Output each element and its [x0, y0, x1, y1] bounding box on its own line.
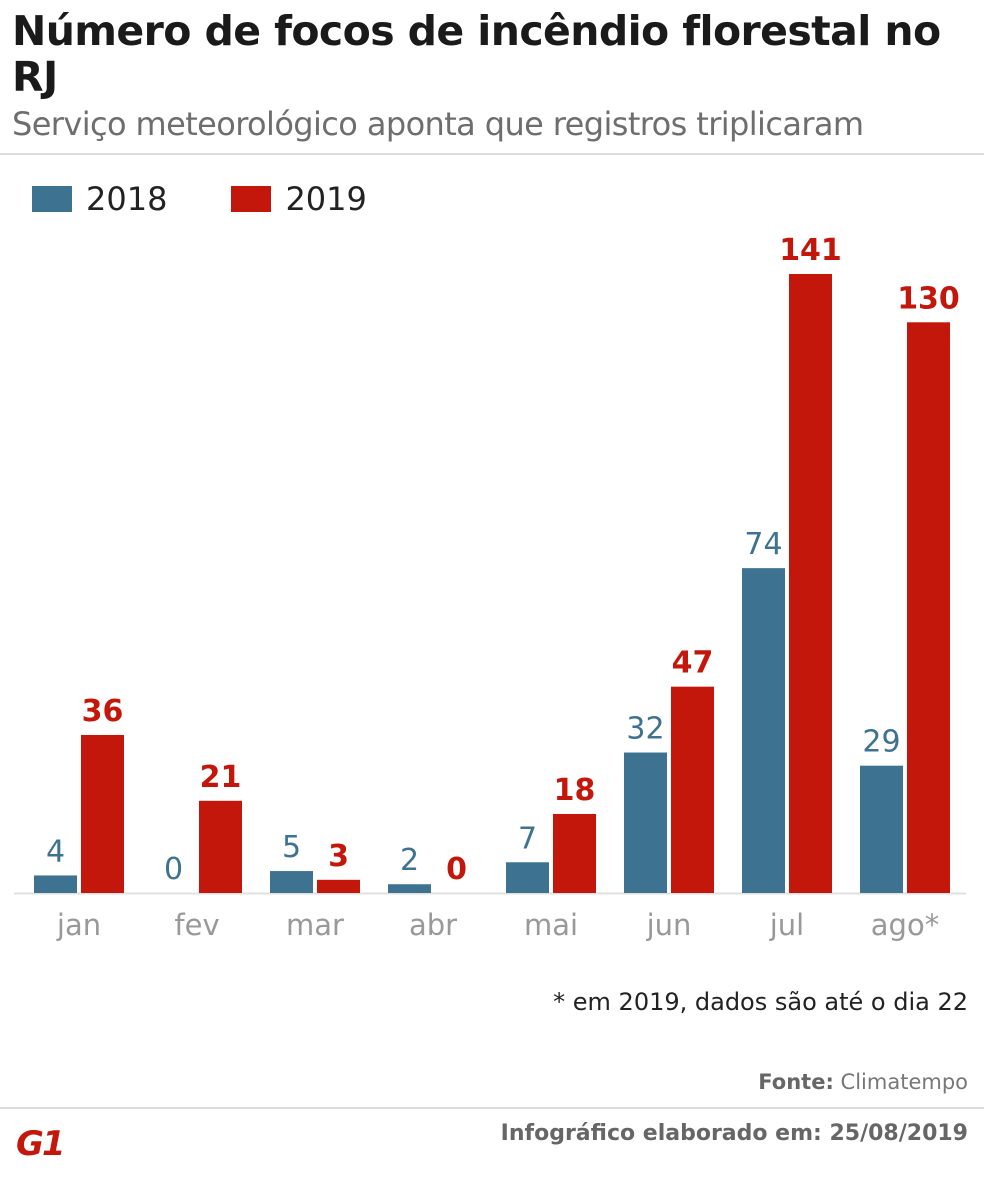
- bar-2019-jan: [81, 734, 124, 893]
- legend-item-2018: 2018: [32, 180, 167, 218]
- data-label-2019-mar: 3: [328, 839, 349, 874]
- bar-2019-mai: [553, 813, 596, 893]
- bar-2019-fev: [199, 800, 242, 893]
- data-label-2019-fev: 21: [200, 760, 242, 795]
- data-label-2018-fev: 0: [164, 852, 183, 887]
- data-label-2018-mai: 7: [518, 821, 537, 856]
- bar-2018-abr: [388, 884, 431, 893]
- g1-logo: G1: [16, 1124, 66, 1164]
- bar-2019-jul: [789, 274, 832, 893]
- data-label-2018-abr: 2: [400, 843, 419, 878]
- x-tick-label-jan: jan: [56, 908, 101, 942]
- x-tick-label-fev: fev: [174, 908, 219, 942]
- footer-divider: [0, 1107, 984, 1109]
- bar-2018-ago: [860, 765, 903, 893]
- x-tick-label-ago: ago*: [871, 908, 939, 942]
- data-label-2019-abr: 0: [446, 852, 467, 887]
- source-line: Fonte: Climatempo: [758, 1070, 968, 1094]
- data-label-2019-jun: 47: [672, 646, 714, 681]
- bar-2018-mar: [270, 871, 313, 893]
- x-tick-label-mar: mar: [286, 908, 344, 942]
- bar-2019-ago: [907, 322, 950, 893]
- source-label: Fonte:: [758, 1070, 834, 1094]
- legend-item-2019: 2019: [231, 180, 367, 218]
- x-tick-label-jun: jun: [646, 908, 692, 942]
- data-label-2018-ago: 29: [862, 725, 900, 760]
- legend-label-2019: 2019: [285, 180, 367, 218]
- data-label-2018-mar: 5: [282, 830, 301, 865]
- data-label-2018-jun: 32: [626, 712, 664, 747]
- data-label-2019-jan: 36: [82, 694, 124, 729]
- source-value: Climatempo: [840, 1070, 968, 1094]
- data-label-2018-jul: 74: [744, 527, 782, 562]
- credit-line: Infográfico elaborado em: 25/08/2019: [500, 1121, 968, 1146]
- data-label-2018-jan: 4: [46, 834, 65, 869]
- bar-2018-jun: [624, 752, 667, 893]
- chart-subtitle: Serviço meteorológico aponta que registr…: [12, 105, 864, 143]
- bar-2018-jan: [34, 875, 77, 893]
- legend-swatch-2018: [32, 186, 72, 212]
- chart-legend: 2018 2019: [32, 180, 431, 218]
- legend-label-2018: 2018: [86, 180, 168, 218]
- data-label-2019-ago: 130: [897, 281, 960, 316]
- bar-2018-jul: [742, 568, 785, 893]
- bar-2018-mai: [506, 862, 549, 893]
- header-divider: [0, 153, 984, 155]
- x-tick-label-abr: abr: [409, 908, 457, 942]
- chart-title: Número de focos de incêndio florestal no…: [12, 7, 941, 101]
- x-tick-label-mai: mai: [524, 908, 578, 942]
- data-label-2019-jul: 141: [779, 233, 842, 268]
- legend-swatch-2019: [231, 186, 272, 212]
- bar-2019-jun: [671, 686, 714, 893]
- bar-2019-mar: [317, 879, 360, 893]
- footnote: * em 2019, dados são até o dia 22: [553, 988, 968, 1016]
- data-label-2019-mai: 18: [554, 773, 596, 808]
- x-tick-label-jul: jul: [769, 908, 805, 942]
